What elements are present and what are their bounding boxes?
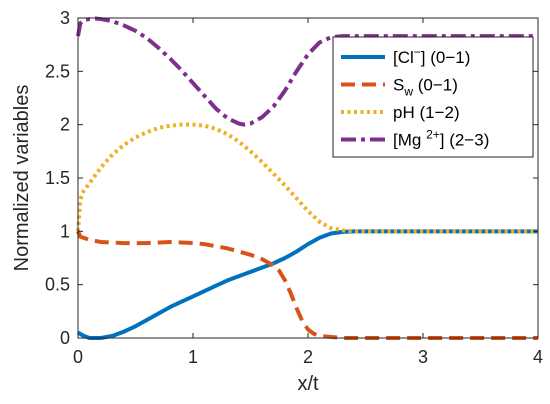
legend-label-sub: w: [403, 85, 413, 99]
legend-label-sup: −: [414, 45, 421, 59]
y-tick-label: 1.5: [45, 168, 70, 188]
legend-label-1: [Cl−] (0−1): [393, 45, 470, 67]
y-tick-label: 1: [60, 221, 70, 241]
x-tick-label: 4: [533, 347, 543, 367]
y-tick-label: 0: [60, 328, 70, 348]
x-axis-label: x/t: [297, 373, 319, 395]
y-tick-label: 2: [60, 115, 70, 135]
legend-label-4: [Mg 2+] (2−3): [393, 128, 489, 150]
y-axis-label: Normalized variables: [11, 85, 33, 272]
legend-label-base: S: [393, 76, 404, 95]
x-tick-label: 2: [303, 347, 313, 367]
legend-label-base: [Cl: [393, 48, 414, 67]
y-tick-label: 3: [60, 8, 70, 28]
legend-label-3: pH (1−2): [393, 103, 460, 122]
legend-label-sup: 2+: [426, 128, 440, 142]
legend: [Cl−] (0−1) Sw (0−1) pH (1−2) [Mg 2+] (2−3): [332, 36, 534, 158]
legend-label-tail: (0−1): [413, 76, 458, 95]
series-line-3: [76, 122, 538, 234]
y-tick-label: 2.5: [45, 61, 70, 81]
legend-label-tail: ] (2−3): [440, 131, 490, 150]
y-tick-label: 0.5: [45, 275, 70, 295]
series-line-1: [77, 229, 538, 340]
series-line-2: [76, 230, 538, 340]
legend-label-2: Sw (0−1): [393, 76, 458, 99]
x-tick-label: 0: [73, 347, 83, 367]
axes: 0 1 2 3 4 0 0.5 1 1.5 2 2.5 3: [45, 8, 543, 367]
series-line-4: [76, 16, 538, 127]
legend-label-tail: ] (0−1): [421, 48, 471, 67]
plot-area: [76, 16, 538, 340]
x-tick-label: 1: [188, 347, 198, 367]
legend-label-base: pH (1−2): [393, 103, 460, 122]
legend-label-base: [Mg: [393, 131, 426, 150]
x-tick-label: 3: [418, 347, 428, 367]
